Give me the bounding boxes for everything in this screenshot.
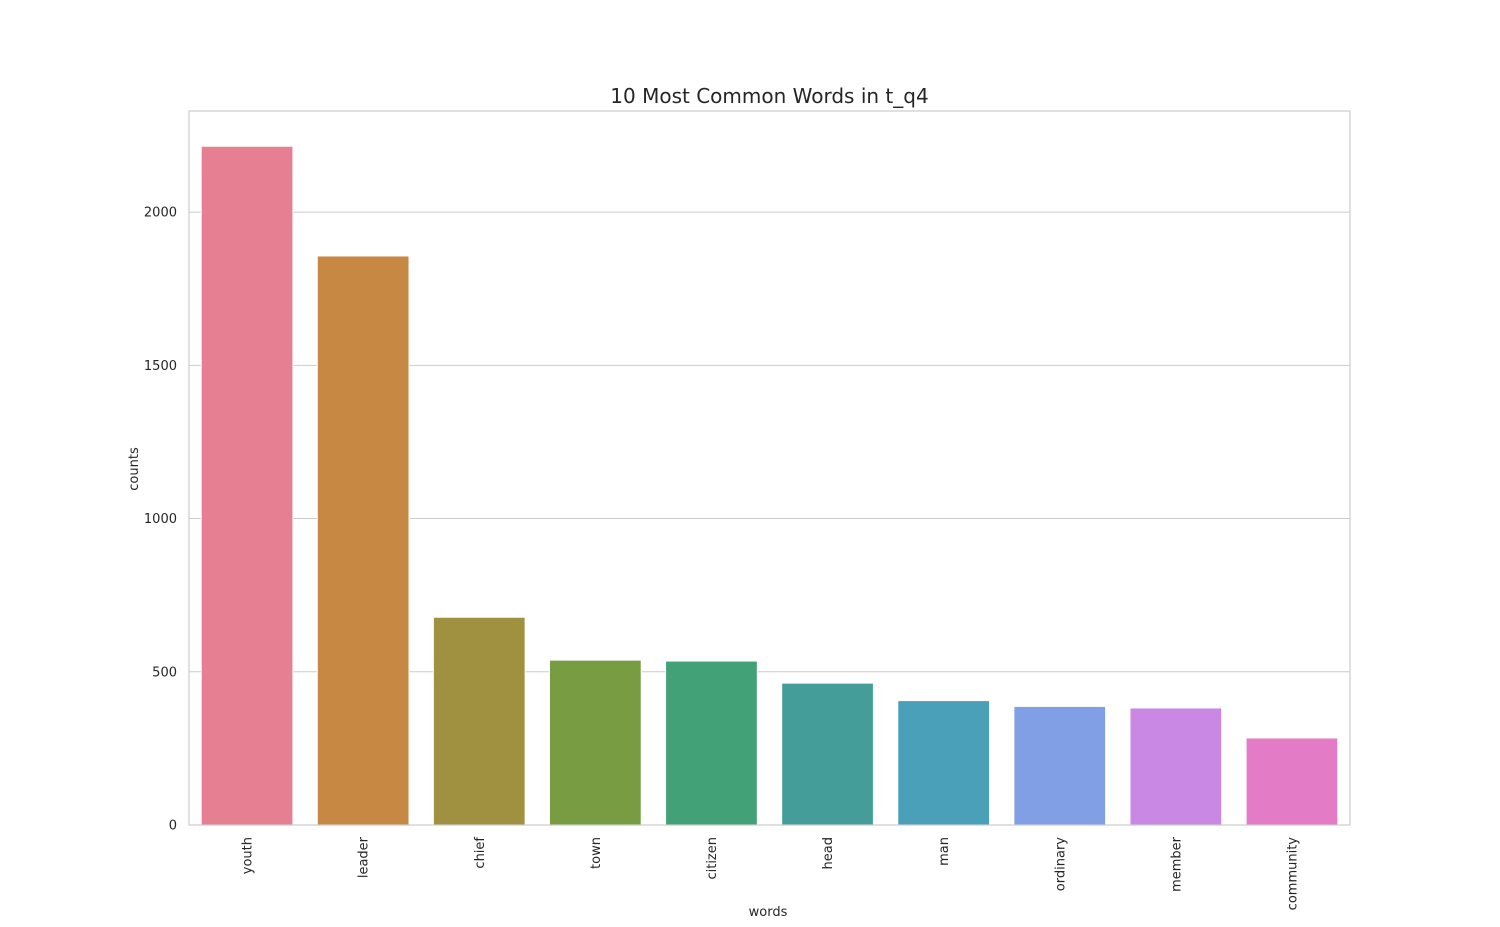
x-axis-label: words: [749, 905, 788, 920]
bar-head: [781, 682, 874, 826]
x-tick-label: youth: [241, 837, 256, 874]
x-tick-label: community: [1285, 837, 1300, 911]
x-tick-label: leader: [357, 836, 372, 878]
bar-town: [548, 659, 642, 826]
bar-youth: [200, 145, 294, 826]
chart-title: 10 Most Common Words in t_q4: [610, 84, 928, 108]
plot-frame: [188, 110, 1351, 826]
bar-man: [897, 700, 991, 826]
x-tick-labels: youth leader chief town citizen head man ordina…: [241, 836, 1301, 910]
bar-leader: [316, 255, 410, 826]
bar-community: [1245, 737, 1339, 826]
x-tick-label: chief: [473, 837, 488, 869]
y-axis-label: counts: [127, 447, 142, 491]
y-tick-label: 1500: [144, 359, 177, 374]
bars: [200, 145, 1339, 826]
bar-member: [1129, 707, 1223, 826]
bar-ordinary: [1013, 705, 1107, 826]
x-tick-label: citizen: [705, 837, 720, 880]
y-tick-label: 1000: [144, 512, 177, 527]
y-tick-label: 500: [152, 665, 177, 680]
y-tick-label: 2000: [144, 206, 177, 221]
bar-chief: [432, 616, 526, 826]
x-tick-label: man: [937, 837, 952, 866]
x-tick-label: member: [1169, 836, 1184, 892]
x-tick-label: town: [589, 837, 604, 869]
y-tick-label: 0: [169, 819, 177, 834]
y-tick-labels: 0 500 1000 1500 2000: [144, 206, 177, 834]
x-tick-label: ordinary: [1053, 837, 1068, 891]
x-tick-label: head: [821, 837, 836, 869]
bar-citizen: [665, 660, 758, 826]
